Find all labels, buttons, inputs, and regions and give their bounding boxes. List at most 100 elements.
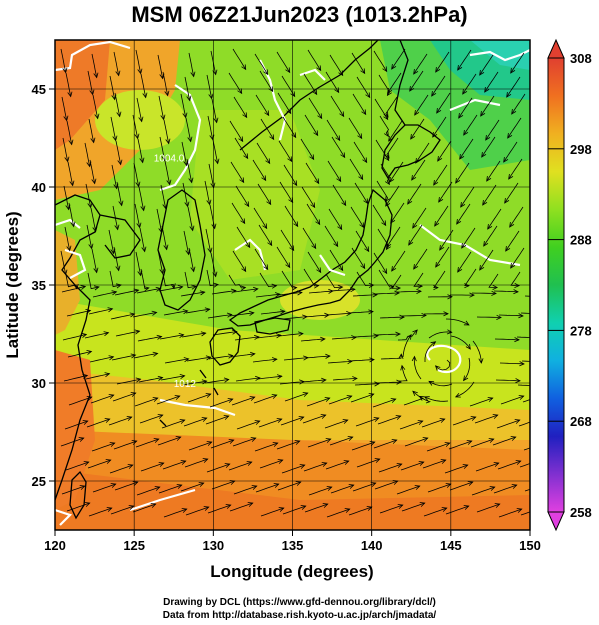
streamline bbox=[380, 354, 402, 360]
streamline bbox=[68, 396, 92, 406]
streamline bbox=[108, 416, 132, 426]
streamline-arrowhead bbox=[205, 355, 212, 361]
streamline bbox=[455, 162, 470, 184]
streamline-arrowhead bbox=[538, 459, 543, 463]
streamline-arrowhead bbox=[202, 458, 209, 463]
streamline bbox=[138, 377, 163, 383]
streamline bbox=[113, 51, 120, 76]
streamline bbox=[64, 226, 71, 251]
streamline-arrowhead bbox=[237, 88, 243, 95]
streamline-arrowhead bbox=[246, 461, 253, 466]
streamline bbox=[277, 92, 292, 114]
streamline-arrowhead bbox=[67, 91, 73, 98]
streamline bbox=[135, 251, 142, 276]
streamline bbox=[234, 336, 259, 341]
streamline-arrowhead bbox=[250, 437, 257, 442]
streamline-arrowhead bbox=[279, 309, 286, 315]
streamline bbox=[374, 292, 400, 295]
streamline bbox=[324, 225, 339, 247]
streamline-arrowhead bbox=[73, 283, 79, 290]
streamline bbox=[231, 396, 255, 406]
streamline-arrowhead bbox=[92, 226, 98, 233]
streamline bbox=[279, 181, 294, 203]
streamline bbox=[471, 292, 497, 294]
streamline-arrowhead bbox=[249, 396, 256, 401]
streamline bbox=[156, 208, 163, 233]
streamline bbox=[409, 70, 424, 92]
streamline-arrowhead bbox=[410, 133, 416, 140]
streamline bbox=[386, 137, 399, 159]
streamline bbox=[506, 76, 521, 98]
streamline-arrowhead bbox=[108, 355, 115, 361]
streamline-arrowhead bbox=[432, 131, 438, 138]
streamline bbox=[109, 270, 122, 288]
streamline bbox=[134, 203, 141, 228]
streamline-arrowhead bbox=[320, 414, 327, 419]
streamline-arrowhead bbox=[288, 197, 294, 204]
streamline bbox=[302, 227, 317, 249]
streamline-arrowhead bbox=[459, 153, 465, 160]
streamline bbox=[139, 227, 146, 252]
streamline bbox=[373, 252, 388, 274]
streamline bbox=[352, 93, 367, 115]
streamline bbox=[137, 336, 162, 342]
streamline bbox=[385, 96, 398, 118]
streamline-arrowhead bbox=[487, 223, 493, 230]
streamline-arrowhead bbox=[143, 286, 150, 292]
streamline-arrowhead bbox=[191, 284, 197, 290]
streamline bbox=[85, 373, 110, 380]
streamline bbox=[376, 381, 402, 384]
streamline bbox=[136, 486, 160, 496]
streamline bbox=[260, 310, 285, 315]
streamline-arrowhead bbox=[62, 67, 68, 74]
streamline-arrowhead bbox=[391, 265, 397, 272]
colorbar-top-arrow bbox=[547, 38, 565, 59]
streamline-arrowhead bbox=[542, 442, 547, 446]
streamline bbox=[396, 290, 422, 293]
streamline-arrowhead bbox=[463, 129, 469, 136]
streamline-arrowhead bbox=[151, 310, 158, 316]
streamline bbox=[413, 248, 428, 270]
streamline-arrowhead bbox=[508, 173, 514, 180]
x-tick-label: 135 bbox=[282, 538, 304, 553]
streamline bbox=[183, 417, 207, 427]
streamline-arrowhead bbox=[164, 90, 170, 97]
streamline-arrowhead bbox=[446, 329, 453, 335]
credit-data: Data from http://database.rish.kyoto-u.a… bbox=[162, 610, 437, 621]
streamline bbox=[481, 136, 496, 158]
streamline bbox=[464, 268, 477, 287]
streamline-arrowhead bbox=[292, 180, 298, 187]
streamline-arrowhead bbox=[203, 506, 210, 511]
streamline-arrowhead bbox=[363, 198, 369, 205]
streamline bbox=[206, 74, 213, 99]
streamline-arrowhead bbox=[335, 135, 341, 142]
streamline bbox=[280, 416, 304, 426]
streamline-arrowhead bbox=[515, 378, 521, 384]
streamline bbox=[510, 52, 525, 74]
streamline bbox=[282, 316, 307, 320]
streamline bbox=[437, 140, 452, 162]
streamline bbox=[236, 226, 251, 248]
streamline bbox=[303, 462, 327, 472]
streamline bbox=[68, 202, 75, 227]
streamline-arrowhead bbox=[187, 136, 193, 143]
streamline-arrowhead bbox=[206, 441, 213, 446]
streamline bbox=[210, 252, 217, 277]
streamline-arrowhead bbox=[137, 68, 143, 75]
streamline-arrowhead bbox=[291, 285, 298, 291]
streamline-arrowhead bbox=[436, 107, 442, 114]
streamline-arrowhead bbox=[267, 240, 273, 247]
streamline-arrowhead bbox=[455, 177, 461, 184]
streamline-arrowhead bbox=[434, 220, 440, 227]
streamline bbox=[523, 447, 530, 451]
streamline bbox=[352, 294, 378, 297]
streamline-arrowhead bbox=[275, 333, 282, 339]
streamline-arrowhead bbox=[360, 68, 366, 75]
streamline bbox=[388, 120, 403, 142]
streamline-arrowhead bbox=[198, 482, 205, 487]
streamline-arrowhead bbox=[126, 416, 133, 421]
streamline bbox=[301, 379, 326, 383]
streamline bbox=[228, 72, 243, 94]
streamline bbox=[463, 357, 471, 381]
streamline-arrowhead bbox=[263, 69, 269, 76]
